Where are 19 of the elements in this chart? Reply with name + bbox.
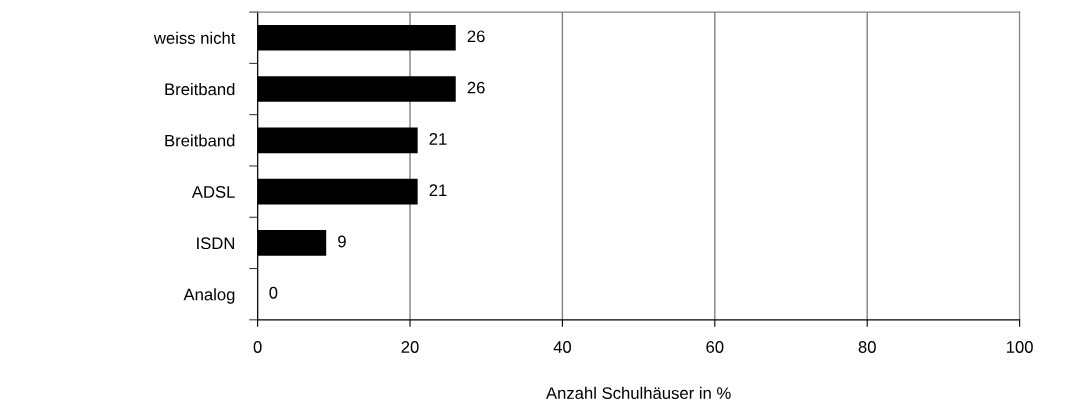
y-tick-label: Analog (183, 288, 235, 304)
data-label: 26 (467, 81, 485, 94)
x-axis-title: Anzahl Schulhäuser in % (546, 386, 731, 400)
data-label: 9 (338, 235, 346, 248)
y-tick-label: ADSL (191, 186, 235, 198)
x-tick-label: 100 (1006, 341, 1033, 353)
x-tick-label: 80 (858, 341, 876, 353)
x-tick-label: 20 (401, 341, 419, 353)
data-label: 21 (429, 184, 447, 196)
x-tick-label: 60 (706, 341, 724, 353)
y-tick-label: ISDN (197, 237, 235, 250)
y-tick-label: weiss nicht (153, 31, 236, 44)
x-tick-label: 0 (253, 341, 262, 353)
y-tick-label: Breitband (165, 134, 235, 147)
y-tick-label: Breitband (165, 82, 235, 96)
data-label: 0 (269, 286, 278, 299)
data-label: 26 (467, 30, 485, 43)
x-tick-label: 40 (553, 341, 572, 353)
data-label: 21 (429, 132, 447, 145)
